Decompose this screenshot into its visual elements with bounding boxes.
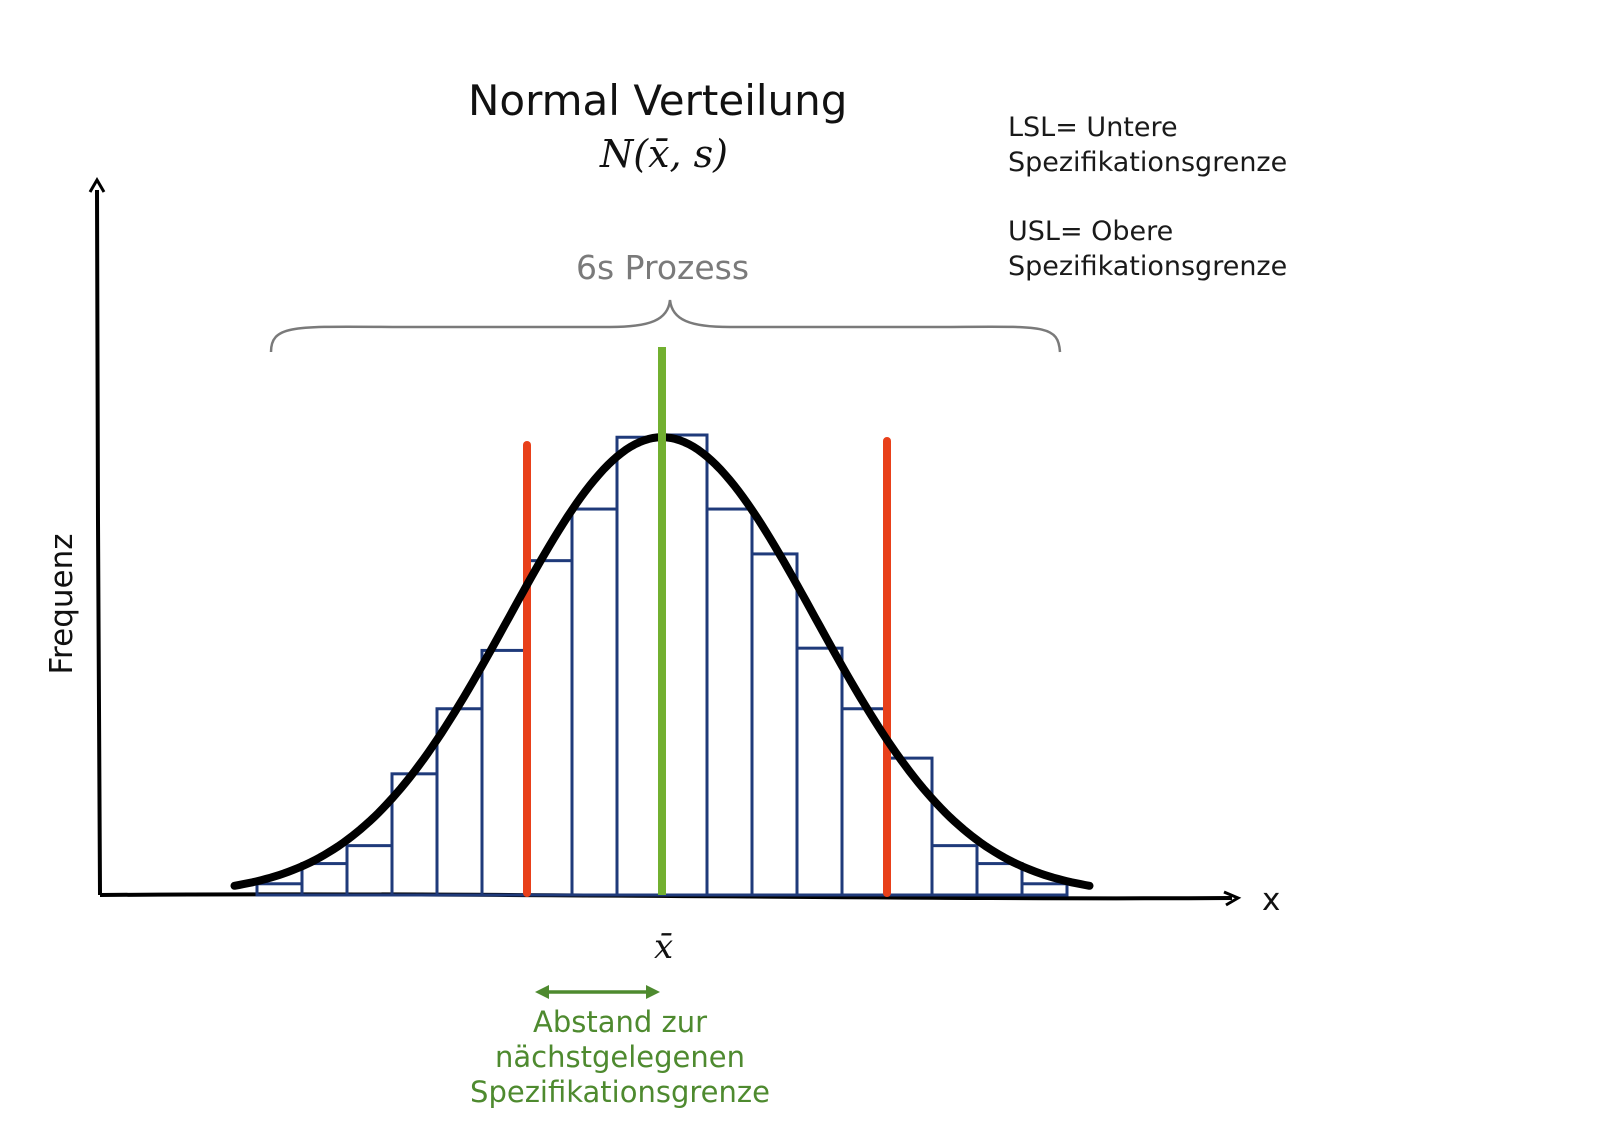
histogram-bar xyxy=(570,507,619,897)
histogram-bar xyxy=(615,435,664,897)
process-brace xyxy=(269,299,1062,353)
distance-note-line3: Spezifikationsgrenze xyxy=(470,1075,770,1109)
legend-lsl-line1: LSL= Untere xyxy=(1008,112,1178,143)
process-label: 6s Prozess xyxy=(576,248,750,287)
mean-label: x̄ xyxy=(654,927,674,967)
histogram-bar xyxy=(300,862,349,897)
x-axis-label: x xyxy=(1262,882,1281,918)
x-axis-arrow-icon xyxy=(1223,890,1242,907)
histogram-bar xyxy=(660,433,709,897)
histogram-bar xyxy=(705,507,754,897)
chart-subtitle: N(x̄, s) xyxy=(600,132,728,176)
histogram-bar xyxy=(795,646,844,897)
histogram-bar xyxy=(930,844,979,897)
histogram-bar xyxy=(1020,882,1069,897)
chart-title: Normal Verteilung xyxy=(468,76,848,125)
histogram-bar xyxy=(525,559,574,897)
histogram-bar xyxy=(345,844,394,897)
distance-note-line2: nächstgelegenen xyxy=(495,1040,745,1074)
histogram-bar xyxy=(750,552,799,897)
distance-arrow-right-icon xyxy=(646,985,660,999)
distance-note-line1: Abstand zur xyxy=(532,1005,708,1039)
histogram-bar xyxy=(480,648,529,897)
y-axis-arrow-icon xyxy=(88,177,106,193)
y-axis-label: Frequenz xyxy=(44,533,80,675)
y-axis xyxy=(95,189,102,896)
histogram-bar xyxy=(975,862,1024,897)
distance-arrow-left-icon xyxy=(535,985,549,999)
legend-lsl-line2: Spezifikationsgrenze xyxy=(1008,147,1288,178)
legend-usl-line2: Spezifikationsgrenze xyxy=(1008,251,1288,282)
legend-usl-line1: USL= Obere xyxy=(1008,216,1174,247)
histogram-bar xyxy=(885,756,934,897)
